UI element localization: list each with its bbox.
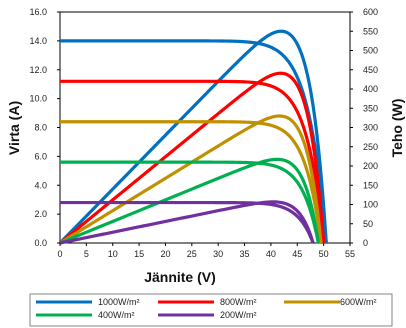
legend-item: 1000W/m² bbox=[36, 297, 140, 307]
legend-label: 600W/m² bbox=[340, 297, 377, 307]
current-curve bbox=[60, 120, 323, 244]
current-curve bbox=[60, 39, 328, 244]
legend-item: 600W/m² bbox=[284, 297, 377, 307]
y-left-tick-label: 12.0 bbox=[29, 65, 47, 75]
legend-label: 800W/m² bbox=[220, 297, 257, 307]
current-curve bbox=[60, 200, 315, 244]
y-right-tick-label: 250 bbox=[363, 142, 378, 152]
x-tick-label: 0 bbox=[57, 249, 62, 259]
x-tick-label: 10 bbox=[108, 249, 118, 259]
legend-label: 200W/m² bbox=[220, 310, 257, 320]
y-left-tick-label: 2.0 bbox=[34, 209, 47, 219]
x-axis-title: Jännite (V) bbox=[144, 269, 216, 285]
x-tick-label: 45 bbox=[292, 249, 302, 259]
current-curve bbox=[60, 79, 326, 244]
y-right-tick-label: 0 bbox=[363, 238, 368, 248]
y-right-tick-label: 100 bbox=[363, 200, 378, 210]
y-left-tick-label: 8.0 bbox=[34, 123, 47, 133]
y-right-tick-label: 200 bbox=[363, 161, 378, 171]
x-tick-label: 40 bbox=[266, 249, 276, 259]
y-left-axis-title: Virta (A) bbox=[6, 101, 22, 155]
x-tick-label: 20 bbox=[160, 249, 170, 259]
y-left-tick-label: 6.0 bbox=[34, 151, 47, 161]
legend-label: 1000W/m² bbox=[98, 297, 140, 307]
y-left-tick-label: 10.0 bbox=[29, 94, 47, 104]
x-tick-label: 30 bbox=[213, 249, 223, 259]
y-right-axis-title: Teho (W) bbox=[389, 99, 405, 158]
y-right-tick-label: 150 bbox=[363, 180, 378, 190]
y-left-tick-label: 4.0 bbox=[34, 180, 47, 190]
y-left-tick-label: 16.0 bbox=[29, 7, 47, 17]
x-tick-label: 50 bbox=[319, 249, 329, 259]
x-tick-label: 15 bbox=[134, 249, 144, 259]
current-curve bbox=[60, 160, 320, 244]
y-right-tick-label: 400 bbox=[363, 84, 378, 94]
y-left-tick-label: 14.0 bbox=[29, 36, 47, 46]
y-right-tick-label: 550 bbox=[363, 26, 378, 36]
legend-item: 800W/m² bbox=[158, 297, 257, 307]
legend-item: 400W/m² bbox=[36, 310, 135, 320]
power-curve bbox=[58, 71, 326, 245]
power-curve bbox=[58, 29, 328, 245]
x-tick-label: 55 bbox=[345, 249, 355, 259]
power-curve bbox=[59, 200, 315, 245]
y-right-tick-label: 500 bbox=[363, 46, 378, 56]
legend: 1000W/m² 800W/m² 600W/m² 400W/m² 200W/m² bbox=[29, 293, 393, 327]
x-tick-label: 5 bbox=[84, 249, 89, 259]
legend-frame bbox=[29, 293, 393, 327]
y-right-tick-label: 600 bbox=[363, 7, 378, 17]
y-right-tick-label: 50 bbox=[363, 219, 373, 229]
y-left-tick-label: 0.0 bbox=[34, 238, 47, 248]
power-curve bbox=[59, 157, 320, 245]
y-right-tick-label: 300 bbox=[363, 123, 378, 133]
y-right-tick-label: 450 bbox=[363, 65, 378, 75]
x-tick-label: 35 bbox=[240, 249, 250, 259]
y-right-tick-label: 350 bbox=[363, 103, 378, 113]
legend-item: 200W/m² bbox=[158, 310, 257, 320]
legend-label: 400W/m² bbox=[98, 310, 135, 320]
x-tick-label: 25 bbox=[187, 249, 197, 259]
